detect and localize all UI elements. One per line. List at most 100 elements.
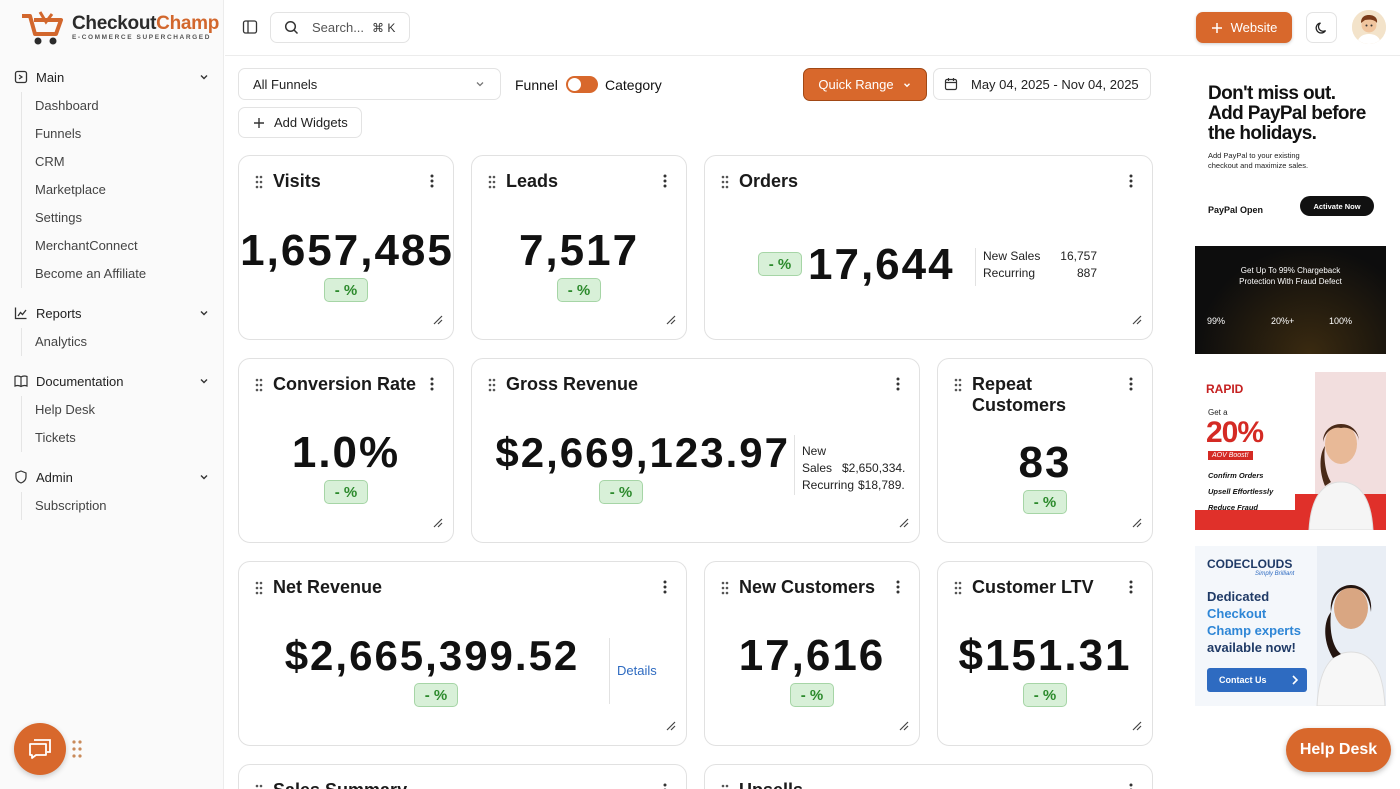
chevron-down-icon [903,82,910,87]
drag-handle-icon[interactable] [954,378,962,392]
kebab-menu-icon[interactable] [896,580,900,594]
ad-rapid-get: Get a [1208,408,1228,417]
kebab-menu-icon[interactable] [430,377,434,391]
dashboard-main: All Funnels Funnel Category Quick Range … [225,57,1175,789]
sidebar-item-tickets[interactable]: Tickets [35,430,76,445]
drag-handle-icon[interactable] [721,784,729,789]
widget-customer-ltv: Customer LTV $151.31 - % [937,561,1153,746]
add-widgets-button[interactable]: Add Widgets [238,107,362,138]
sidebar-item-crm[interactable]: CRM [35,154,65,169]
ad-rapid-percent: 20% [1206,416,1264,449]
kebab-menu-icon[interactable] [1129,377,1133,391]
sidebar-toggle-icon[interactable] [242,19,258,35]
kebab-menu-icon[interactable] [663,580,667,594]
stat-label: New Sales [983,249,1041,263]
kebab-menu-icon[interactable] [663,174,667,188]
nav-head-documentation[interactable]: Documentation [0,370,224,392]
details-link[interactable]: Details [617,663,657,678]
chevron-right-icon [1292,675,1299,685]
widget-value: 1,657,485 [240,226,454,275]
kebab-menu-icon[interactable] [430,174,434,188]
resize-icon[interactable] [899,721,909,731]
quick-range-button[interactable]: Quick Range [803,68,927,101]
chat-icon [29,739,51,759]
ad-paypal-brand: PayPal Open [1208,205,1264,215]
gross-breakdown-labels: New Sales Recurring [802,443,854,494]
kebab-menu-icon[interactable] [1129,174,1133,188]
resize-icon[interactable] [666,315,676,325]
gross-new-sales-value: $2,650,334. [842,461,906,475]
search-icon [284,20,299,35]
kebab-menu-icon[interactable] [896,377,900,391]
drag-handle-icon[interactable] [255,378,263,392]
sidebar-item-subscription[interactable]: Subscription [35,498,107,513]
drag-handle-icon[interactable] [488,175,496,189]
sidebar-item-settings[interactable]: Settings [35,210,82,225]
drag-handle-icon[interactable] [255,581,263,595]
drag-handle-icon[interactable] [255,175,263,189]
funnel-select-value: All Funnels [253,76,318,92]
square-icon [14,70,28,84]
sidebar-item-funnels[interactable]: Funnels [35,126,82,141]
drag-handle-icon[interactable] [72,740,82,758]
widget-value: 17,616 [738,631,886,680]
widget-leads: Leads 7,517 - % [471,155,687,340]
sidebar-item-dashboard[interactable]: Dashboard [35,98,99,113]
stat-label: New [802,444,827,458]
chat-button[interactable] [14,723,66,775]
chevron-down-icon [200,75,208,80]
sidebar-nav: Main Dashboard Funnels CRM Marketplace S… [0,66,224,534]
user-avatar-icon [1352,10,1386,44]
widget-title: Sales Summary [273,780,407,789]
sidebar-item-analytics[interactable]: Analytics [35,334,88,349]
sidebar-item-help-desk[interactable]: Help Desk [35,402,95,417]
resize-icon[interactable] [899,518,909,528]
resize-icon[interactable] [433,315,443,325]
logo-tagline: E-COMMERCE SUPERCHARGED [72,34,212,41]
resize-icon[interactable] [1132,721,1142,731]
widget-title: Conversion Rate [273,374,417,394]
ad-rapid-bullets: Confirm Orders Upsell Effortlessly Reduce … [1208,471,1274,512]
drag-handle-icon[interactable] [255,784,263,789]
avatar[interactable] [1352,10,1386,44]
website-button[interactable]: Website [1196,12,1292,43]
sidebar-item-marketplace[interactable]: Marketplace [35,182,106,197]
resize-icon[interactable] [433,518,443,528]
kebab-menu-icon[interactable] [663,783,667,789]
nav-head-admin[interactable]: Admin [0,466,224,488]
ad-codeclouds[interactable]: CODECLOUDS Simply Brilliant Dedicated Ch… [1195,546,1386,706]
ads-column: Don't miss out. Add PayPal before the holi… [1176,57,1400,789]
ad-fraud-defect[interactable]: Get Up To 99% Chargeback Protection With … [1195,246,1386,354]
help-desk-button[interactable]: Help Desk [1286,728,1391,772]
kebab-menu-icon[interactable] [1129,580,1133,594]
nav-head-reports[interactable]: Reports [0,302,224,324]
chevron-down-icon [200,379,208,384]
ad-paypal-cta[interactable]: Activate Now [1300,196,1374,216]
drag-handle-icon[interactable] [954,581,962,595]
search-input[interactable]: Search... ⌘ K [270,12,410,43]
toggle-label-category: Category [605,77,662,93]
ad-fraud-stat-2: 20%+ [1271,316,1295,326]
ad-paypal[interactable]: Don't miss out. Add PayPal before the holi… [1195,71,1386,236]
theme-toggle-button[interactable] [1306,12,1337,43]
funnel-select[interactable]: All Funnels [238,68,501,100]
sidebar-item-affiliate[interactable]: Become an Affiliate [35,266,147,281]
change-badge: - % [758,252,802,276]
stat-value: 887 [1076,266,1097,280]
funnel-category-toggle[interactable] [566,76,598,93]
drag-handle-icon[interactable] [721,175,729,189]
kebab-menu-icon[interactable] [1129,783,1133,789]
resize-icon[interactable] [1132,518,1142,528]
drag-handle-icon[interactable] [488,378,496,392]
widget-title: Net Revenue [273,577,383,597]
sidebar-item-merchantconnect[interactable]: MerchantConnect [35,238,138,253]
logo[interactable]: CheckoutChamp E-COMMERCE SUPERCHARGED [20,10,219,46]
ad-codeclouds-cta[interactable]: Contact Us [1207,668,1307,692]
resize-icon[interactable] [666,721,676,731]
nav-head-main[interactable]: Main [0,66,224,88]
date-range-picker[interactable]: May 04, 2025 - Nov 04, 2025 [933,68,1151,100]
resize-icon[interactable] [1132,315,1142,325]
drag-handle-icon[interactable] [721,581,729,595]
ad-rapid[interactable]: RAPID Get a 20% AOV Boost! Confirm Order… [1195,372,1386,530]
top-bar: Search... ⌘ K Website [225,0,1400,56]
